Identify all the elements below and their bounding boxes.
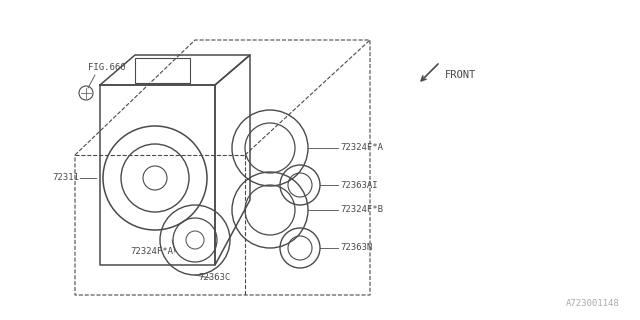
Text: FRONT: FRONT <box>445 70 476 80</box>
Text: FIG.660: FIG.660 <box>88 63 125 73</box>
Text: 72363C: 72363C <box>198 274 230 283</box>
Text: A723001148: A723001148 <box>566 299 620 308</box>
Text: 72324F*B: 72324F*B <box>340 205 383 214</box>
Text: 72363AI: 72363AI <box>340 180 378 189</box>
Text: 72363N: 72363N <box>340 244 372 252</box>
Text: 72324F*A: 72324F*A <box>340 143 383 153</box>
Bar <box>135 58 190 83</box>
Text: 72324F*A: 72324F*A <box>130 247 173 257</box>
Text: 72311: 72311 <box>52 173 79 182</box>
